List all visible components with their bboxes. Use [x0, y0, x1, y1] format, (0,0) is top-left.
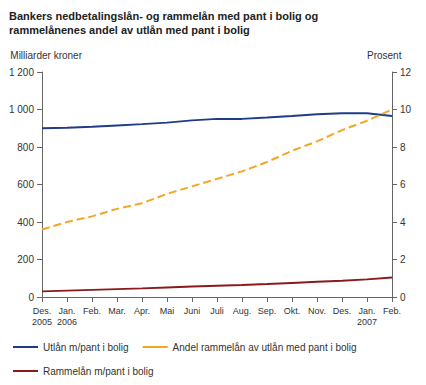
svg-text:2007: 2007: [357, 317, 377, 327]
svg-text:1 000: 1 000: [9, 104, 34, 115]
svg-text:200: 200: [17, 254, 34, 265]
svg-text:400: 400: [17, 217, 34, 228]
svg-text:12: 12: [400, 67, 412, 78]
svg-text:Prosent: Prosent: [367, 50, 402, 61]
svg-text:Juli: Juli: [210, 306, 224, 316]
svg-text:Des.: Des.: [333, 306, 352, 316]
svg-text:Utlån m/pant i bolig: Utlån m/pant i bolig: [43, 342, 129, 353]
svg-text:0: 0: [400, 292, 406, 303]
svg-text:rammelånenes andel av utlån me: rammelånenes andel av utlån med pant i b…: [9, 24, 250, 36]
svg-text:600: 600: [17, 179, 34, 190]
svg-text:4: 4: [400, 217, 406, 228]
svg-text:Juni: Juni: [184, 306, 201, 316]
svg-text:Jan.: Jan.: [358, 306, 375, 316]
svg-text:Aug.: Aug.: [233, 306, 252, 316]
svg-text:Milliarder kroner: Milliarder kroner: [10, 50, 82, 61]
svg-text:Rammelån m/pant i bolig: Rammelån m/pant i bolig: [43, 366, 154, 377]
svg-text:Feb.: Feb.: [83, 306, 101, 316]
svg-text:Andel rammelån av utlån med pa: Andel rammelån av utlån med pant i bolig: [173, 342, 357, 353]
svg-text:0: 0: [28, 292, 34, 303]
svg-text:8: 8: [400, 142, 406, 153]
svg-text:Des.: Des.: [33, 306, 52, 316]
svg-text:800: 800: [17, 142, 34, 153]
svg-text:1 200: 1 200: [9, 67, 34, 78]
svg-text:Feb.: Feb.: [383, 306, 401, 316]
svg-text:Mai: Mai: [160, 306, 175, 316]
svg-text:2005: 2005: [32, 317, 52, 327]
svg-text:6: 6: [400, 179, 406, 190]
svg-text:Mar.: Mar.: [108, 306, 126, 316]
svg-text:Apr.: Apr.: [134, 306, 150, 316]
svg-text:Okt.: Okt.: [284, 306, 301, 316]
svg-text:Sep.: Sep.: [258, 306, 277, 316]
svg-text:Bankers nedbetalingslån- og ra: Bankers nedbetalingslån- og rammelån med…: [9, 10, 318, 22]
svg-text:2006: 2006: [57, 317, 77, 327]
svg-text:10: 10: [400, 104, 412, 115]
svg-text:Jan.: Jan.: [58, 306, 75, 316]
svg-text:Nov.: Nov.: [308, 306, 326, 316]
svg-text:2: 2: [400, 254, 406, 265]
